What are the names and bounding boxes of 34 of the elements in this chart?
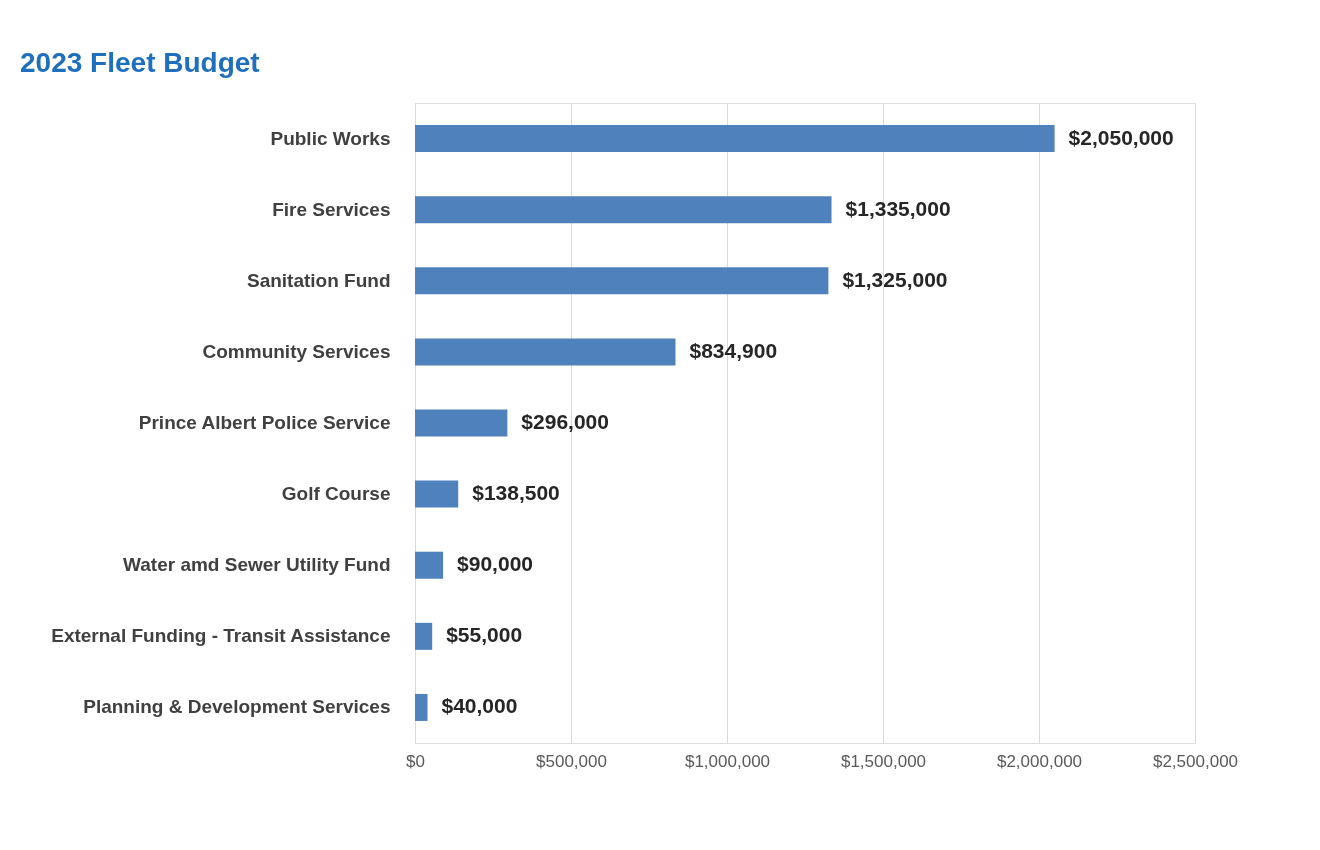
x-tick-label: $500,000: [536, 751, 607, 771]
x-tick-label: $0: [406, 751, 425, 771]
y-tick-label: Sanitation Fund: [246, 269, 391, 291]
data-label: $834,900: [689, 338, 778, 362]
data-label: $1,335,000: [845, 196, 951, 220]
data-label: $1,325,000: [842, 267, 948, 291]
text: 2023 Fleet Budget: [20, 47, 260, 78]
data-label: $138,500: [472, 481, 560, 505]
bar: [415, 196, 832, 224]
bar: [415, 267, 829, 295]
y-tick-label: Planning & Development Services: [83, 696, 391, 718]
x-tick-label: $2,000,000: [996, 751, 1083, 771]
y-tick-label: Fire Services: [272, 198, 391, 220]
y-tick-label: Water amd Sewer Utility Fund: [123, 554, 391, 576]
bar: [415, 125, 1055, 153]
y-tick-label: Public Works: [270, 127, 391, 149]
y-tick-label: Prince Albert Police Service: [138, 412, 391, 433]
data-label: $2,050,000: [1068, 125, 1174, 149]
bar: [415, 551, 444, 579]
y-tick-label: External Funding - Transit Assistance: [51, 625, 391, 647]
bar: [415, 480, 459, 508]
data-label: $90,000: [457, 552, 533, 576]
data-label: $55,000: [446, 623, 523, 647]
bar: [415, 622, 433, 650]
bar: [415, 693, 428, 721]
x-tick-label: $1,000,000: [684, 751, 771, 771]
data-label: $40,000: [441, 694, 518, 718]
bar: [415, 409, 508, 437]
bar: [415, 338, 676, 366]
x-tick-label: $1,500,000: [840, 751, 927, 771]
x-tick-label: $2,500,000: [1152, 751, 1239, 771]
y-tick-label: Community Services: [202, 340, 391, 362]
data-label: $296,000: [521, 410, 609, 433]
y-tick-label: Golf Course: [281, 483, 391, 505]
